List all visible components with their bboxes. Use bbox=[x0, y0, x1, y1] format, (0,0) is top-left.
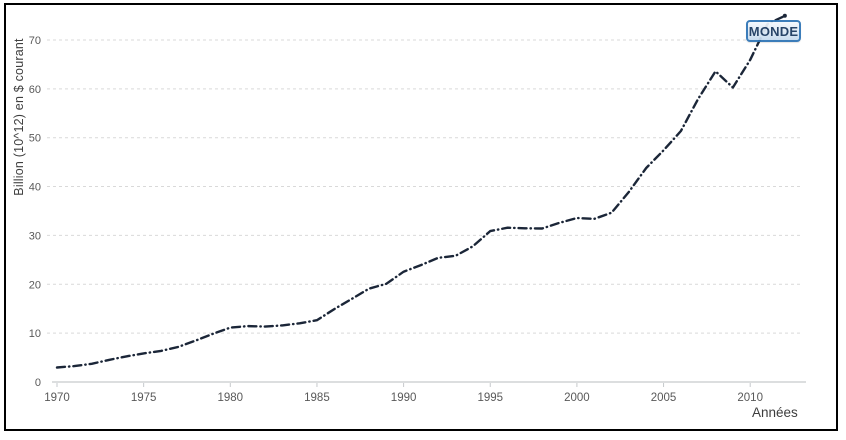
svg-text:2010: 2010 bbox=[737, 392, 763, 404]
svg-text:30: 30 bbox=[29, 230, 41, 242]
svg-text:2000: 2000 bbox=[564, 392, 590, 404]
svg-text:1995: 1995 bbox=[477, 392, 503, 404]
svg-text:1980: 1980 bbox=[218, 392, 244, 404]
y-axis-title: Billion (10^12) en $ courant bbox=[12, 38, 26, 196]
svg-text:1970: 1970 bbox=[44, 392, 70, 404]
svg-text:10: 10 bbox=[29, 328, 41, 340]
svg-text:70: 70 bbox=[29, 35, 41, 47]
svg-text:1975: 1975 bbox=[131, 392, 157, 404]
x-axis-title: Années bbox=[752, 405, 798, 420]
series-label-callout: MONDE bbox=[746, 20, 801, 42]
svg-text:50: 50 bbox=[29, 133, 41, 145]
svg-text:2005: 2005 bbox=[651, 392, 677, 404]
svg-text:40: 40 bbox=[29, 182, 41, 194]
svg-text:1990: 1990 bbox=[391, 392, 417, 404]
svg-text:60: 60 bbox=[29, 84, 41, 96]
svg-text:0: 0 bbox=[35, 377, 41, 389]
svg-text:1985: 1985 bbox=[304, 392, 330, 404]
svg-text:20: 20 bbox=[29, 279, 41, 291]
